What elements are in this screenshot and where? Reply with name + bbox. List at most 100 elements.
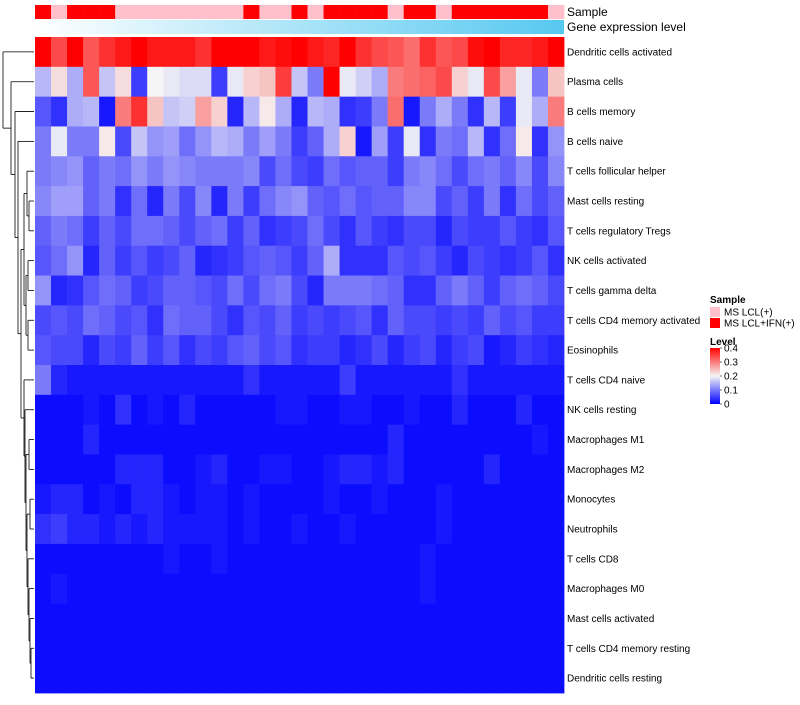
legend-level-tick-label: 0.3 — [724, 358, 738, 369]
heatmap-cell — [387, 484, 405, 515]
sample-track-label: Sample — [567, 5, 608, 19]
heatmap-cell — [355, 514, 373, 545]
heatmap-cell — [483, 484, 501, 515]
heatmap-cell — [307, 514, 324, 545]
heatmap-cell — [371, 365, 389, 396]
heatmap-cell — [195, 37, 212, 68]
legend-sample-label: MS LCL(+) — [724, 308, 773, 319]
heatmap-cell — [419, 394, 437, 426]
heatmap-cell — [499, 245, 517, 276]
sample-cell — [83, 5, 100, 19]
heatmap-cell — [275, 37, 292, 68]
heatmap-cell — [179, 603, 196, 634]
heatmap-cell — [515, 484, 533, 515]
heatmap-cell — [387, 365, 405, 396]
heatmap-cell — [371, 335, 389, 366]
heatmap-cell — [67, 365, 84, 396]
heatmap-cell — [451, 603, 469, 634]
heatmap-cell — [51, 663, 68, 694]
heatmap-cell — [355, 66, 373, 98]
heatmap-cell — [467, 37, 485, 68]
heatmap-cell — [259, 633, 276, 664]
heatmap-cell — [547, 335, 565, 366]
heatmap-cell — [35, 633, 52, 664]
heatmap-cell — [275, 365, 292, 396]
heatmap-cell — [451, 305, 469, 336]
heatmap-cell — [371, 633, 389, 664]
heatmap-cell — [35, 66, 52, 98]
sample-cell — [515, 5, 533, 19]
heatmap-cell — [99, 37, 116, 68]
heatmap-cell — [115, 126, 132, 157]
sample-cell — [243, 5, 260, 19]
heatmap-cell — [51, 126, 68, 157]
heatmap-cell — [51, 365, 68, 396]
heatmap-cell — [163, 245, 180, 276]
heatmap-cell — [67, 156, 84, 187]
row-dendrogram — [2, 51, 34, 679]
heatmap-cell — [115, 37, 132, 68]
sample-cell — [451, 5, 469, 19]
heatmap-cell — [403, 514, 421, 545]
heatmap-cell — [371, 543, 389, 575]
heatmap-cell — [67, 603, 84, 634]
heatmap-cell — [387, 454, 405, 485]
heatmap-cell — [451, 245, 469, 276]
heatmap-cell — [387, 543, 405, 575]
heatmap-cell — [323, 126, 340, 157]
heatmap-cell — [83, 156, 100, 187]
heatmap-cell — [83, 37, 100, 68]
heatmap-cell — [51, 603, 68, 634]
heatmap-cell — [243, 514, 260, 545]
heatmap-cell — [195, 275, 212, 306]
heatmap-cell — [115, 454, 132, 485]
heatmap-cell — [195, 543, 212, 575]
heatmap-cell — [515, 245, 533, 276]
heatmap-cell — [147, 96, 164, 127]
heatmap-cell — [483, 335, 501, 366]
heatmap-cell — [339, 663, 357, 694]
heatmap-cell — [387, 66, 405, 98]
heatmap-cell — [499, 454, 517, 485]
heatmap-cell — [339, 66, 357, 98]
heatmap-cell — [499, 335, 517, 366]
heatmap-cell — [499, 573, 517, 604]
heatmap-cell — [291, 186, 308, 217]
heatmap-cell — [451, 66, 469, 98]
heatmap-cell — [67, 335, 84, 366]
legend-level-tick-label: 0.4 — [724, 344, 738, 355]
heatmap-cell — [163, 96, 180, 127]
heatmap-cell — [275, 633, 292, 664]
heatmap-cell — [307, 633, 324, 664]
heatmap-cell — [515, 215, 533, 247]
heatmap-cell — [35, 365, 52, 396]
heatmap-cell — [195, 663, 212, 694]
sample-cell — [467, 5, 485, 19]
heatmap-cell — [387, 275, 405, 306]
heatmap-cell — [355, 663, 373, 694]
heatmap-cell — [227, 215, 244, 247]
heatmap-cell — [547, 305, 565, 336]
heatmap-cell — [451, 424, 469, 455]
heatmap-cell — [307, 543, 324, 575]
heatmap-cell — [227, 275, 244, 306]
heatmap-cell — [243, 663, 260, 694]
heatmap-cell — [435, 394, 453, 426]
heatmap-cell — [211, 633, 228, 664]
heatmap-cell — [35, 514, 52, 545]
heatmap-cell — [547, 37, 565, 68]
heatmap-cell — [195, 215, 212, 247]
heatmap-cell — [531, 66, 549, 98]
heatmap-cell — [51, 66, 68, 98]
sample-cell — [387, 5, 404, 19]
row-label: Neutrophils — [567, 525, 618, 536]
sample-cell — [435, 5, 453, 19]
heatmap-cell — [435, 514, 453, 545]
heatmap-cell — [323, 186, 340, 217]
heatmap-cell — [307, 186, 324, 217]
heatmap-cell — [243, 454, 260, 485]
heatmap-cell — [339, 215, 357, 247]
heatmap-cell — [243, 394, 260, 426]
heatmap-cell — [435, 245, 453, 276]
